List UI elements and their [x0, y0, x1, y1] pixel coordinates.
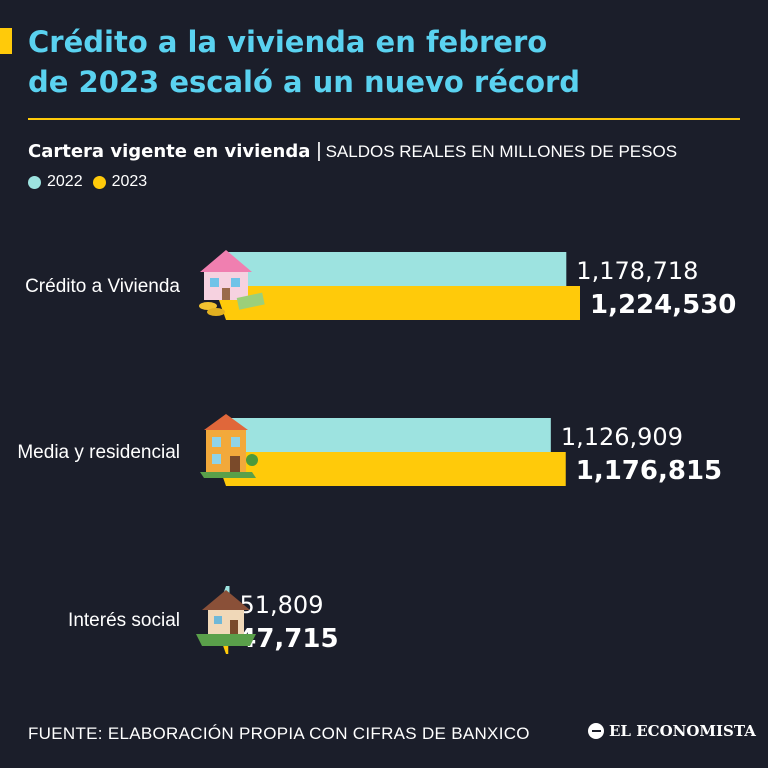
- small-house-icon: [196, 590, 256, 646]
- bar-2023: [214, 286, 580, 320]
- bar-2022: [214, 418, 551, 452]
- category-label: Media y residencial: [17, 442, 180, 463]
- page-title: Crédito a la vivienda en febrero de 2023…: [28, 22, 748, 102]
- icon-roof: [204, 414, 248, 430]
- legend-swatch-2022: [28, 175, 41, 189]
- icon-roof: [200, 250, 252, 272]
- icon-tree: [246, 454, 258, 466]
- legend-swatch-2023: [92, 175, 106, 189]
- legend-label-2022: 2022: [47, 173, 83, 190]
- value-label-2022: 1,126,909: [561, 423, 683, 451]
- title-line-2: de 2023 escaló a un nuevo récord: [28, 65, 581, 99]
- bar-2022: [214, 252, 567, 286]
- subtitle-unit: SALDOS REALES EN MILLONES DE PESOS: [325, 142, 678, 161]
- icon-lawn: [200, 472, 256, 478]
- icon-door: [230, 620, 238, 634]
- icon-wall: [208, 610, 244, 634]
- source-note: FUENTE: ELABORACIÓN PROPIA CON CIFRAS DE…: [28, 724, 530, 743]
- value-label-2023: 1,224,530: [590, 290, 736, 320]
- icon-window: [231, 278, 240, 287]
- title-line-1: Crédito a la vivienda en febrero: [28, 25, 548, 59]
- bar-2023: [214, 452, 566, 486]
- icon-lawn: [196, 634, 256, 646]
- title-accent-bar: [0, 28, 12, 54]
- icon-door: [222, 288, 230, 300]
- icon-window: [212, 437, 221, 447]
- legend-item-2022: 2022: [28, 173, 83, 191]
- icon-coin: [199, 302, 217, 310]
- legend-label-2023: 2023: [111, 173, 148, 190]
- value-label-2022: 1,178,718: [576, 257, 698, 285]
- value-label-2023: 1,176,815: [576, 456, 722, 486]
- title-divider: [28, 118, 740, 120]
- icon-door: [230, 456, 240, 472]
- value-label-2023: 47,715: [238, 624, 338, 654]
- icon-window: [210, 278, 219, 287]
- chart-subtitle: Cartera vigente en vivienda | SALDOS REALE…: [28, 140, 677, 163]
- subtitle-main: Cartera vigente en vivienda: [28, 141, 311, 162]
- category-label: Crédito a Vivienda: [25, 276, 180, 297]
- icon-window: [231, 437, 240, 447]
- chart-legend: 2022 2023: [28, 173, 157, 191]
- brand-logo: EL ECONOMISTA: [588, 722, 756, 740]
- icon-coin: [207, 308, 225, 316]
- house-with-money-icon: [199, 250, 265, 316]
- category-label: Interés social: [68, 610, 180, 631]
- brand-mark-icon: [588, 723, 604, 739]
- subtitle-separator: |: [316, 140, 322, 162]
- icon-window: [212, 454, 221, 464]
- legend-item-2023: 2023: [92, 173, 148, 191]
- residential-building-icon: [200, 414, 258, 478]
- icon-roof: [202, 590, 250, 610]
- brand-name: EL ECONOMISTA: [609, 722, 756, 740]
- icon-window: [214, 616, 222, 624]
- icon-banknote: [236, 292, 265, 310]
- value-label-2022: 51,809: [239, 591, 323, 619]
